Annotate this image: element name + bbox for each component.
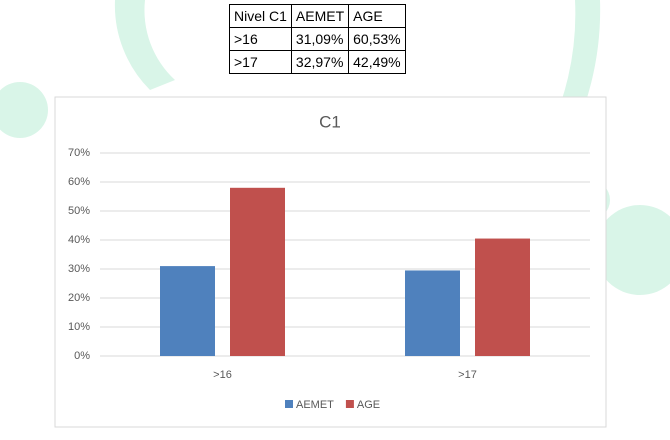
y-tick-label: 40% bbox=[68, 234, 90, 246]
bar bbox=[405, 270, 460, 356]
x-tick-label: >16 bbox=[213, 369, 232, 381]
table-cell: AGE bbox=[348, 4, 406, 28]
legend-swatch bbox=[345, 400, 354, 408]
chart-title: C1 bbox=[319, 112, 341, 131]
table-cell: 42,49% bbox=[348, 50, 406, 74]
data-table: Nivel C1 AEMET AGE >16 31,09% 60,53% >17 32,97%… bbox=[229, 4, 406, 74]
bar bbox=[160, 266, 215, 356]
bar bbox=[475, 238, 530, 356]
table-cell: >17 bbox=[229, 50, 292, 74]
table-row: >17 32,97% 42,49% bbox=[229, 50, 406, 74]
y-tick-label: 10% bbox=[68, 321, 90, 333]
table-cell: >16 bbox=[229, 27, 292, 51]
bar bbox=[230, 187, 285, 356]
y-tick-label: 30% bbox=[68, 263, 90, 275]
y-tick-label: 60% bbox=[68, 176, 90, 188]
y-tick-label: 70% bbox=[68, 147, 90, 159]
y-tick-label: 50% bbox=[68, 205, 90, 217]
table-cell: 31,09% bbox=[290, 27, 350, 51]
x-tick-label: >17 bbox=[458, 369, 477, 381]
legend-swatch bbox=[285, 400, 293, 408]
y-tick-label: 20% bbox=[68, 292, 90, 304]
table-cell: Nivel C1 bbox=[229, 4, 292, 28]
table-cell: 60,53% bbox=[348, 27, 406, 51]
legend-label: AGE bbox=[357, 399, 380, 411]
legend-label: AEMET bbox=[296, 399, 334, 411]
table-row: Nivel C1 AEMET AGE bbox=[229, 4, 406, 28]
y-tick-label: 0% bbox=[74, 350, 90, 362]
table-row: >16 31,09% 60,53% bbox=[229, 27, 406, 51]
table-cell: 32,97% bbox=[290, 50, 350, 74]
table-cell: AEMET bbox=[290, 4, 350, 28]
